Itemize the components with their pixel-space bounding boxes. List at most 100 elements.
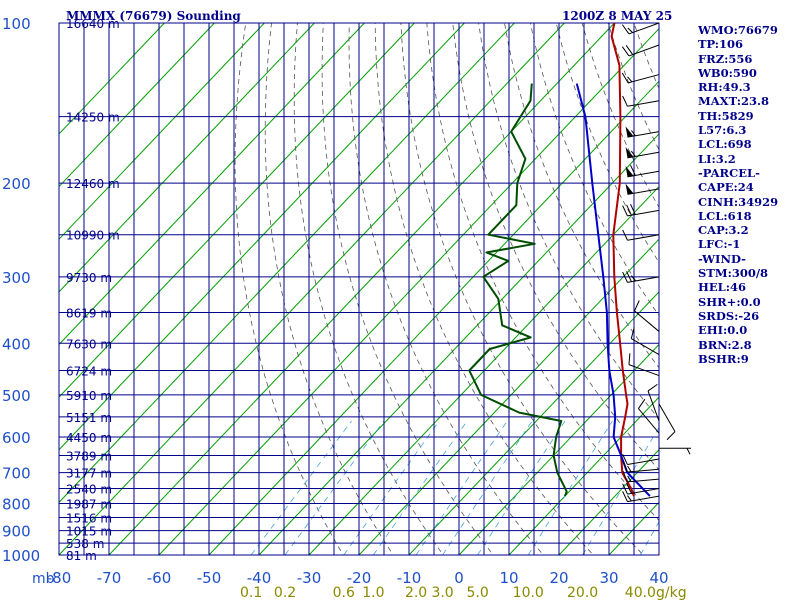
height-label: 4450 m [66,431,112,445]
pressure-tick-label: 900 [2,523,31,541]
mixing-ratio-label: 0.2 [274,585,296,600]
mixing-ratio-line [284,420,385,555]
stat-line: BRN:2.8 [698,337,752,352]
height-label: 1516 m [66,511,112,525]
mixing-ratio-line [640,520,659,555]
dry-adiabat-line [264,23,394,555]
height-label: 14250 m [66,111,120,125]
mixing-ratio-label: 0.6 [333,585,355,600]
temperature-tick-label: -40 [247,569,272,587]
wind-barb [622,95,660,107]
wind-barb [622,471,660,483]
wind-barb [625,126,660,138]
pressure-tick-label: 1000 [2,547,40,565]
wind-barb [622,461,660,473]
height-label: 6724 m [66,365,112,379]
mixing-ratio-unit: g/kg [656,585,687,600]
wind-barb [621,72,660,84]
height-label: 5910 m [66,389,112,403]
grid-lines [58,22,660,556]
isotherm-line [59,23,215,188]
mixing-ratio-label: 0.1 [240,585,262,600]
stat-line: TP:106 [698,37,744,52]
isotherm-line [558,449,659,555]
x-axis-unit-label: mb [32,571,55,587]
sounding-profiles [468,23,651,497]
pressure-tick-label: 100 [2,15,31,33]
height-label: 2540 m [66,483,112,497]
mixing-ratio-label: 5.0 [466,585,488,600]
chart-time: 1200Z 8 MAY 25 [562,9,673,23]
height-label: 10990 m [66,229,120,243]
wind-barb [622,271,660,283]
parcel-line [575,83,651,497]
stat-line: BSHR:9 [698,351,749,366]
stat-line: CINH:34929 [698,194,779,209]
mixing-ratio-label: 1.0 [362,585,384,600]
temperature-tick-label: -50 [197,569,222,587]
temperature-tick-label: -10 [397,569,422,587]
pressure-tick-label: 200 [2,175,31,193]
stat-line: WMO:76679 [698,23,778,37]
wind-barb [658,403,676,441]
dry-adiabat-line [400,23,644,555]
dry-adiabat-line [321,23,494,555]
mixing-ratio-label: 10.0 [513,585,544,600]
mixing-ratio-line [582,426,659,555]
isotherm-line [108,23,615,555]
isotherm-line [59,23,365,346]
temperature-tick-label: -60 [147,569,172,587]
mixing-ratio-label: 20.0 [567,585,598,600]
temperature-tick-label: 30 [599,569,618,587]
mixing-ratio-label: 40.0 [625,585,656,600]
stat-line: LFC:-1 [698,237,741,252]
mixing-ratio-line [343,420,440,555]
mixing-ratio-label: 2.0 [405,585,427,600]
stat-line: MAXT:23.8 [698,94,769,109]
isotherm-line [408,291,659,555]
dry-adiabat-line [234,23,344,555]
isotherm-line [258,133,659,555]
isotherm-line [59,23,415,398]
dry-adiabat-line [426,23,659,521]
stat-line: FRZ:556 [698,51,753,66]
isotherm-line [308,185,659,555]
isotherm-line [59,23,315,293]
wind-barb [638,398,660,434]
wind-barbs [621,22,691,503]
height-label: 8619 m [66,306,112,320]
wind-barb [621,44,660,57]
stat-line: -WIND- [698,251,746,266]
mixing-ratio-line [250,420,352,555]
stat-line: CAPE:24 [698,180,754,195]
chart-title: MMMX (76679) Sounding [66,9,241,23]
height-label: 12460 m [66,177,120,191]
isotherm-line [59,23,465,451]
height-label: 1015 m [66,525,112,539]
height-label: 9730 m [66,271,112,285]
temperature-tick-label: -80 [47,569,72,587]
temperature-tick-label: 40 [649,569,668,587]
stats-panel: WMO:76679 TP:106 FRZ:556 WB0:590 RH:49.3 MAXT… [698,23,778,366]
wind-barb [634,300,660,332]
isotherm-line [59,23,515,504]
mixing-ratio-label: 3.0 [431,585,453,600]
dewpoint-line [468,83,568,497]
isotherm-line [59,23,165,135]
height-label: 16640 m [66,17,120,31]
temperature-tick-label: -30 [297,569,322,587]
pressure-tick-label: 600 [2,429,31,447]
wind-barb [647,383,660,422]
mixing-ratio-line [477,420,566,555]
wind-barb [622,454,660,466]
stat-line: L57:6.3 [698,123,747,138]
height-label: 81 m [66,549,97,563]
wind-barb [622,204,660,217]
height-label: 3789 m [66,449,112,463]
dry-adiabat-line [789,23,800,566]
pressure-tick-label: 400 [2,335,31,353]
isotherm-lines [59,23,659,555]
isotherm-line [59,23,565,555]
temperature-tick-label: 0 [454,569,464,587]
